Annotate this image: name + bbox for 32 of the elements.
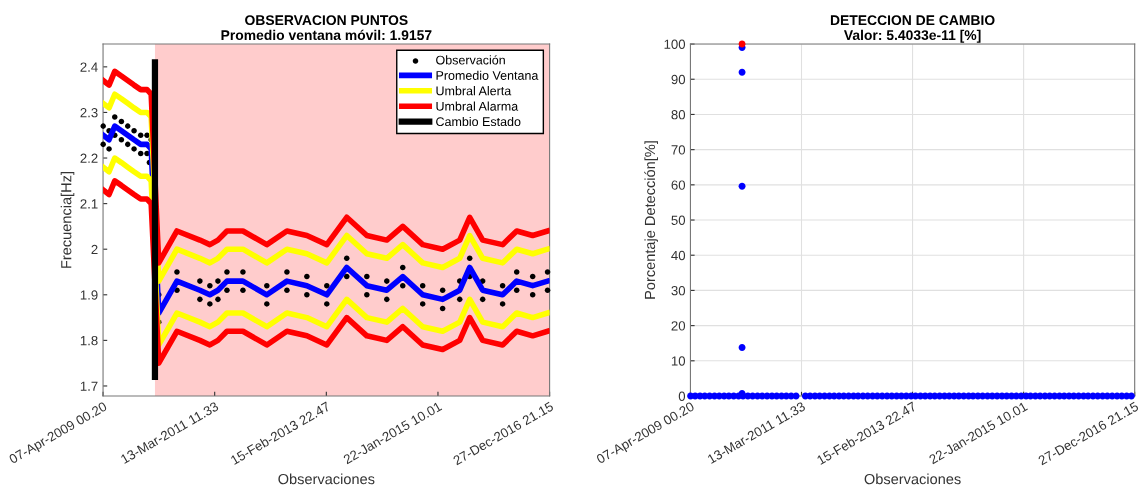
y-tick-label: 2.2	[80, 153, 98, 163]
chart-subtitle: Promedio ventana móvil: 1.9157	[221, 29, 432, 41]
y-tick-label: 2.4	[80, 62, 98, 72]
chart-title: DETECCION DE CAMBIO	[830, 15, 995, 26]
y-tick-label: 0	[678, 391, 686, 401]
y-tick-label: 2.1	[80, 199, 98, 209]
y-tick-label: 80	[671, 110, 686, 120]
y-tick-label: 30	[671, 285, 686, 296]
legend-label: Umbral Alerta	[436, 86, 512, 96]
y-tick-label: 20	[671, 321, 686, 331]
y-tick-label: 50	[671, 215, 686, 225]
y-axis-title: Porcentaje Detección[%]	[644, 141, 659, 299]
y-tick-label: 90	[671, 74, 686, 85]
legend-label: Cambio Estado	[436, 116, 521, 127]
y-tick-label: 40	[671, 250, 686, 261]
y-axis-title: Frecuencia[Hz]	[60, 172, 75, 268]
x-axis-title: Observaciones	[278, 473, 375, 485]
y-tick-label: 2.3	[80, 108, 98, 118]
y-tick-label: 10	[671, 356, 686, 366]
chart-title: OBSERVACION PUNTOS	[245, 15, 408, 26]
y-tick-label: 100	[664, 39, 686, 49]
chart-subtitle: Valor: 5.4033e-11 [%]	[843, 29, 981, 43]
y-tick-label: 70	[671, 145, 686, 155]
y-tick-label: 1.9	[80, 290, 98, 300]
y-tick-label: 2	[91, 244, 98, 254]
x-axis-title: Observaciones	[864, 473, 961, 485]
legend-label: Umbral Alarma	[436, 101, 519, 111]
y-tick-label: 1.8	[80, 335, 98, 346]
legend-label: Promedio Ventana	[436, 70, 539, 80]
legend-label: Observación	[436, 55, 505, 65]
y-tick-label: 1.7	[80, 381, 98, 391]
y-tick-label: 60	[671, 180, 686, 190]
